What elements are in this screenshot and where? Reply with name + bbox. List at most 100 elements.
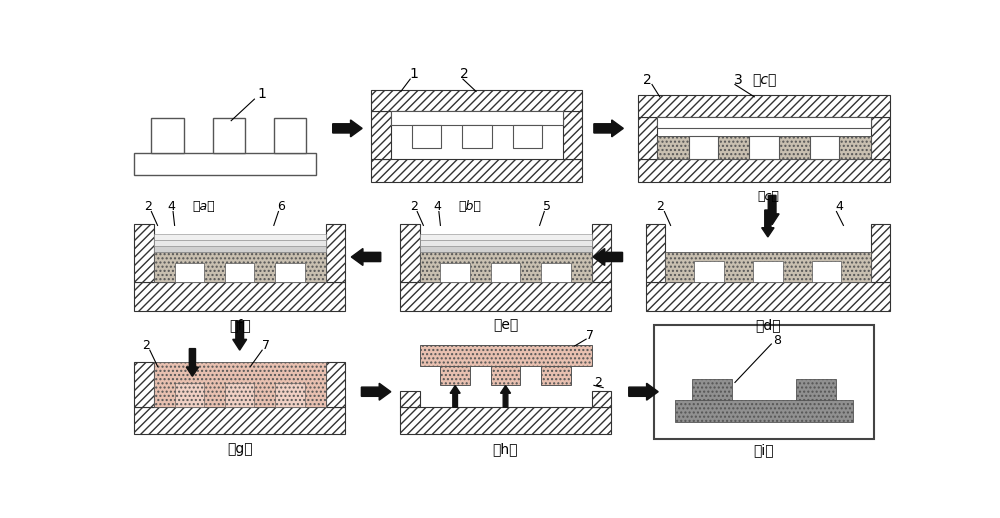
- FancyArrow shape: [629, 383, 658, 400]
- Text: （e）: （e）: [493, 318, 518, 332]
- Bar: [274, 119, 306, 153]
- Bar: [675, 400, 853, 422]
- Text: 7: 7: [262, 339, 270, 352]
- Text: 2: 2: [643, 73, 652, 87]
- Bar: [420, 246, 592, 252]
- Bar: [462, 125, 492, 148]
- Bar: [134, 363, 154, 407]
- Bar: [491, 263, 520, 282]
- Text: 7: 7: [586, 329, 594, 342]
- Bar: [654, 325, 874, 439]
- Bar: [796, 379, 836, 400]
- Text: 2: 2: [142, 339, 150, 352]
- Text: 3: 3: [734, 73, 743, 87]
- Text: （a）: （a）: [193, 200, 215, 213]
- FancyArrow shape: [762, 210, 774, 237]
- Bar: [541, 366, 571, 385]
- Bar: [134, 153, 316, 175]
- Bar: [154, 246, 326, 252]
- Bar: [420, 234, 592, 240]
- Bar: [592, 392, 611, 407]
- Text: 2: 2: [594, 376, 602, 388]
- Bar: [753, 261, 783, 282]
- Bar: [692, 379, 732, 400]
- FancyArrow shape: [351, 249, 381, 265]
- Bar: [326, 224, 345, 282]
- Text: 6: 6: [278, 200, 285, 213]
- Bar: [592, 224, 611, 282]
- Bar: [371, 90, 582, 111]
- Bar: [440, 263, 470, 282]
- Bar: [371, 159, 582, 182]
- Bar: [563, 111, 582, 159]
- Bar: [175, 263, 204, 282]
- FancyArrow shape: [593, 249, 623, 265]
- Text: （d）: （d）: [755, 318, 781, 332]
- FancyArrow shape: [361, 383, 391, 400]
- Text: （c）: （c）: [752, 73, 776, 87]
- Bar: [657, 136, 871, 159]
- Bar: [154, 234, 326, 240]
- Bar: [512, 125, 542, 148]
- Text: 4: 4: [433, 200, 441, 213]
- Text: 2: 2: [144, 200, 152, 213]
- Text: 1: 1: [258, 87, 267, 100]
- Bar: [213, 119, 245, 153]
- Bar: [175, 383, 204, 407]
- Bar: [638, 117, 657, 159]
- Bar: [665, 252, 871, 282]
- Bar: [275, 263, 305, 282]
- Bar: [134, 407, 345, 434]
- Bar: [810, 136, 839, 159]
- Bar: [871, 117, 890, 159]
- Bar: [326, 363, 345, 407]
- Bar: [646, 224, 665, 282]
- Text: 8: 8: [774, 334, 782, 347]
- Text: 1: 1: [410, 67, 419, 81]
- Bar: [400, 282, 611, 311]
- Bar: [400, 392, 420, 407]
- Bar: [154, 252, 326, 282]
- Bar: [420, 344, 592, 366]
- Bar: [812, 261, 841, 282]
- Text: 2: 2: [410, 200, 418, 213]
- Text: （h）: （h）: [493, 442, 518, 456]
- FancyArrow shape: [333, 120, 362, 137]
- Text: （c）: （c）: [757, 191, 779, 204]
- Bar: [275, 383, 305, 407]
- Bar: [225, 263, 254, 282]
- Text: （f）: （f）: [229, 318, 251, 332]
- Text: （i）: （i）: [754, 443, 774, 457]
- Bar: [154, 363, 326, 407]
- FancyArrow shape: [765, 195, 779, 225]
- Bar: [541, 263, 571, 282]
- Bar: [491, 366, 520, 385]
- Bar: [412, 125, 441, 148]
- Bar: [638, 159, 890, 182]
- FancyArrow shape: [186, 349, 199, 376]
- Bar: [871, 224, 890, 282]
- Text: （g）: （g）: [227, 442, 253, 456]
- Bar: [420, 240, 592, 246]
- FancyArrow shape: [233, 321, 247, 350]
- Bar: [400, 224, 420, 282]
- Bar: [225, 383, 254, 407]
- Bar: [391, 111, 563, 125]
- Bar: [134, 224, 154, 282]
- Text: 4: 4: [168, 200, 175, 213]
- Bar: [134, 282, 345, 311]
- Text: 2: 2: [656, 200, 664, 213]
- FancyArrow shape: [450, 385, 460, 407]
- Text: 4: 4: [836, 200, 843, 213]
- Bar: [151, 119, 184, 153]
- Bar: [440, 366, 470, 385]
- Bar: [689, 136, 718, 159]
- Bar: [420, 252, 592, 282]
- Bar: [657, 117, 871, 128]
- FancyArrow shape: [594, 120, 623, 137]
- Bar: [694, 261, 724, 282]
- Text: （b）: （b）: [458, 200, 481, 213]
- Bar: [638, 95, 890, 117]
- Bar: [749, 136, 779, 159]
- Text: 2: 2: [460, 67, 469, 81]
